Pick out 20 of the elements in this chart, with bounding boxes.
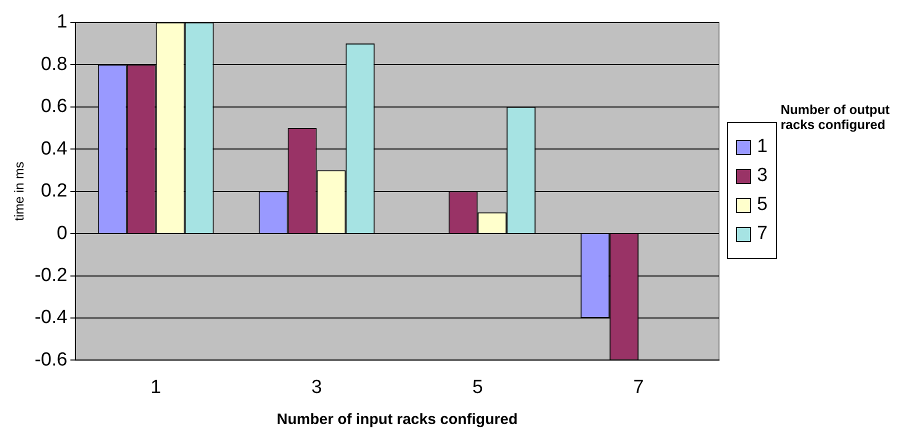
legend-label: 5 bbox=[757, 194, 768, 216]
y-axis-title: time in ms bbox=[11, 161, 26, 221]
legend-label: 1 bbox=[757, 136, 768, 158]
x-tick-label: 7 bbox=[633, 376, 644, 398]
x-tick-label: 3 bbox=[311, 376, 322, 398]
y-tick-label: 0.6 bbox=[40, 96, 68, 118]
y-tick-label: 0.4 bbox=[40, 138, 68, 160]
y-tick-label: -0.6 bbox=[34, 349, 68, 370]
y-tick-label: 0 bbox=[56, 222, 68, 244]
y-tick-label: 0.8 bbox=[40, 54, 68, 75]
y-tick-label: -0.2 bbox=[34, 264, 68, 286]
legend-label: 7 bbox=[757, 223, 768, 245]
x-tick-label: 5 bbox=[472, 376, 483, 398]
y-tick-label: 1 bbox=[56, 12, 68, 33]
legend-title: Number of output racks configured bbox=[780, 102, 891, 132]
x-axis-title: Number of input racks configured bbox=[276, 411, 518, 428]
y-tick-label: 0.2 bbox=[40, 180, 68, 202]
legend-label: 3 bbox=[757, 165, 768, 187]
y-tick-label: -0.4 bbox=[34, 307, 68, 328]
x-tick-label: 1 bbox=[150, 376, 162, 398]
